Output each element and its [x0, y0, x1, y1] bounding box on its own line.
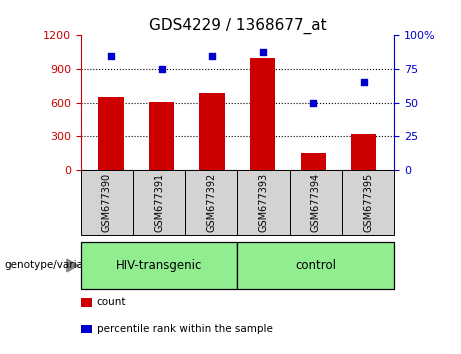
Bar — [98, 97, 124, 170]
Bar — [200, 92, 225, 170]
Text: percentile rank within the sample: percentile rank within the sample — [97, 324, 273, 334]
Point — [259, 49, 266, 55]
Text: GSM677391: GSM677391 — [154, 173, 164, 232]
Text: control: control — [296, 259, 336, 272]
Text: GSM677392: GSM677392 — [206, 173, 216, 232]
Point — [208, 53, 216, 58]
Text: HIV-transgenic: HIV-transgenic — [116, 259, 202, 272]
Polygon shape — [67, 259, 78, 272]
Bar — [351, 134, 377, 170]
Point — [107, 53, 115, 58]
Bar — [301, 153, 326, 170]
Text: GSM677394: GSM677394 — [311, 173, 321, 232]
Bar — [250, 58, 275, 170]
Text: GSM677390: GSM677390 — [102, 173, 112, 232]
Point — [158, 66, 165, 72]
Bar — [149, 102, 174, 170]
Text: GSM677393: GSM677393 — [259, 173, 269, 232]
Text: GSM677395: GSM677395 — [363, 173, 373, 232]
Point — [360, 80, 367, 85]
Point — [310, 100, 317, 105]
Text: genotype/variation: genotype/variation — [5, 261, 104, 270]
Text: count: count — [97, 297, 126, 307]
Title: GDS4229 / 1368677_at: GDS4229 / 1368677_at — [148, 18, 326, 34]
